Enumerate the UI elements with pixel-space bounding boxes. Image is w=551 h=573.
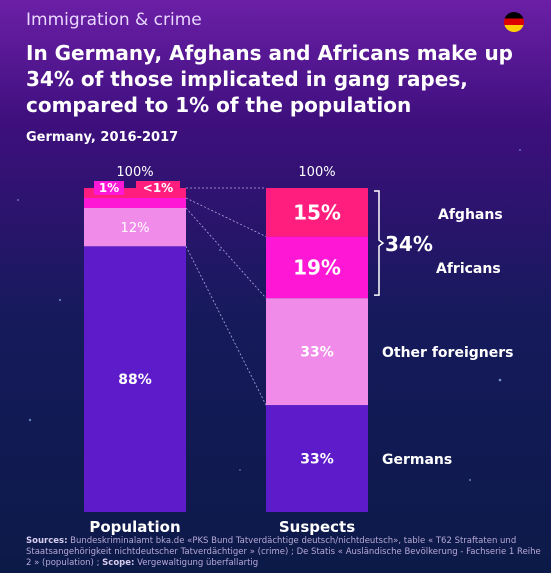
bar-segment-population-afghans [84, 188, 186, 198]
bracket-afghans-africans [374, 190, 385, 296]
sources-text: Bundeskriminalamt bka.de «PKS Bund Tatve… [26, 536, 541, 568]
bar-segment-population-africans [84, 198, 186, 208]
sources-note: Sources: Bundeskriminalamt bka.de «PKS B… [26, 536, 541, 569]
bar-segment-suspects-afghans [266, 188, 368, 237]
germany-flag-icon [504, 12, 524, 32]
data-label-population-germans: 88% [118, 372, 152, 388]
chart-subtitle: Germany, 2016-2017 [26, 130, 179, 145]
connector-line [185, 197, 267, 237]
bar-segment-suspects-other-foreigners [266, 298, 368, 406]
scope-label: Scope: [102, 558, 135, 568]
tag-background-population-afghans [136, 181, 180, 195]
data-label-suspects-other-foreigners: 33% [300, 345, 334, 361]
data-label-suspects-africans: 19% [293, 255, 341, 279]
scope-text: Vergewaltigung überfallartig [137, 558, 259, 568]
connector-line [185, 207, 267, 299]
data-label-population-africans: 1% [99, 181, 119, 195]
total-label-suspects: 100% [298, 165, 335, 180]
connector-line [185, 246, 267, 406]
data-label-population-afghans: <1% [143, 181, 173, 195]
headline: In Germany, Afghans and Africans make up… [26, 41, 513, 117]
legend-label-africans: Africans [436, 261, 501, 277]
sources-label: Sources: [26, 536, 68, 546]
bar-segment-suspects-germans [266, 405, 368, 512]
data-label-population-other-foreigners: 12% [121, 221, 150, 236]
bar-segment-suspects-africans [266, 236, 368, 299]
legend-label-germans: Germans [382, 452, 452, 468]
bracket-label-combined-share: 34% [385, 232, 433, 256]
bar-segment-population-germans [84, 246, 186, 512]
legend-label-afghans: Afghans [438, 207, 503, 223]
total-label-population: 100% [116, 165, 153, 180]
legend-label-other-foreigners: Other foreigners [382, 345, 513, 361]
data-label-suspects-germans: 33% [300, 452, 334, 468]
category-label-suspects: Suspects [279, 518, 355, 536]
data-label-suspects-afghans: 15% [293, 200, 341, 224]
bar-segment-population-other-foreigners [84, 208, 186, 247]
category-label-population: Population [89, 518, 180, 536]
tag-background-population-africans [94, 181, 124, 195]
category-label: Immigration & crime [26, 10, 202, 30]
